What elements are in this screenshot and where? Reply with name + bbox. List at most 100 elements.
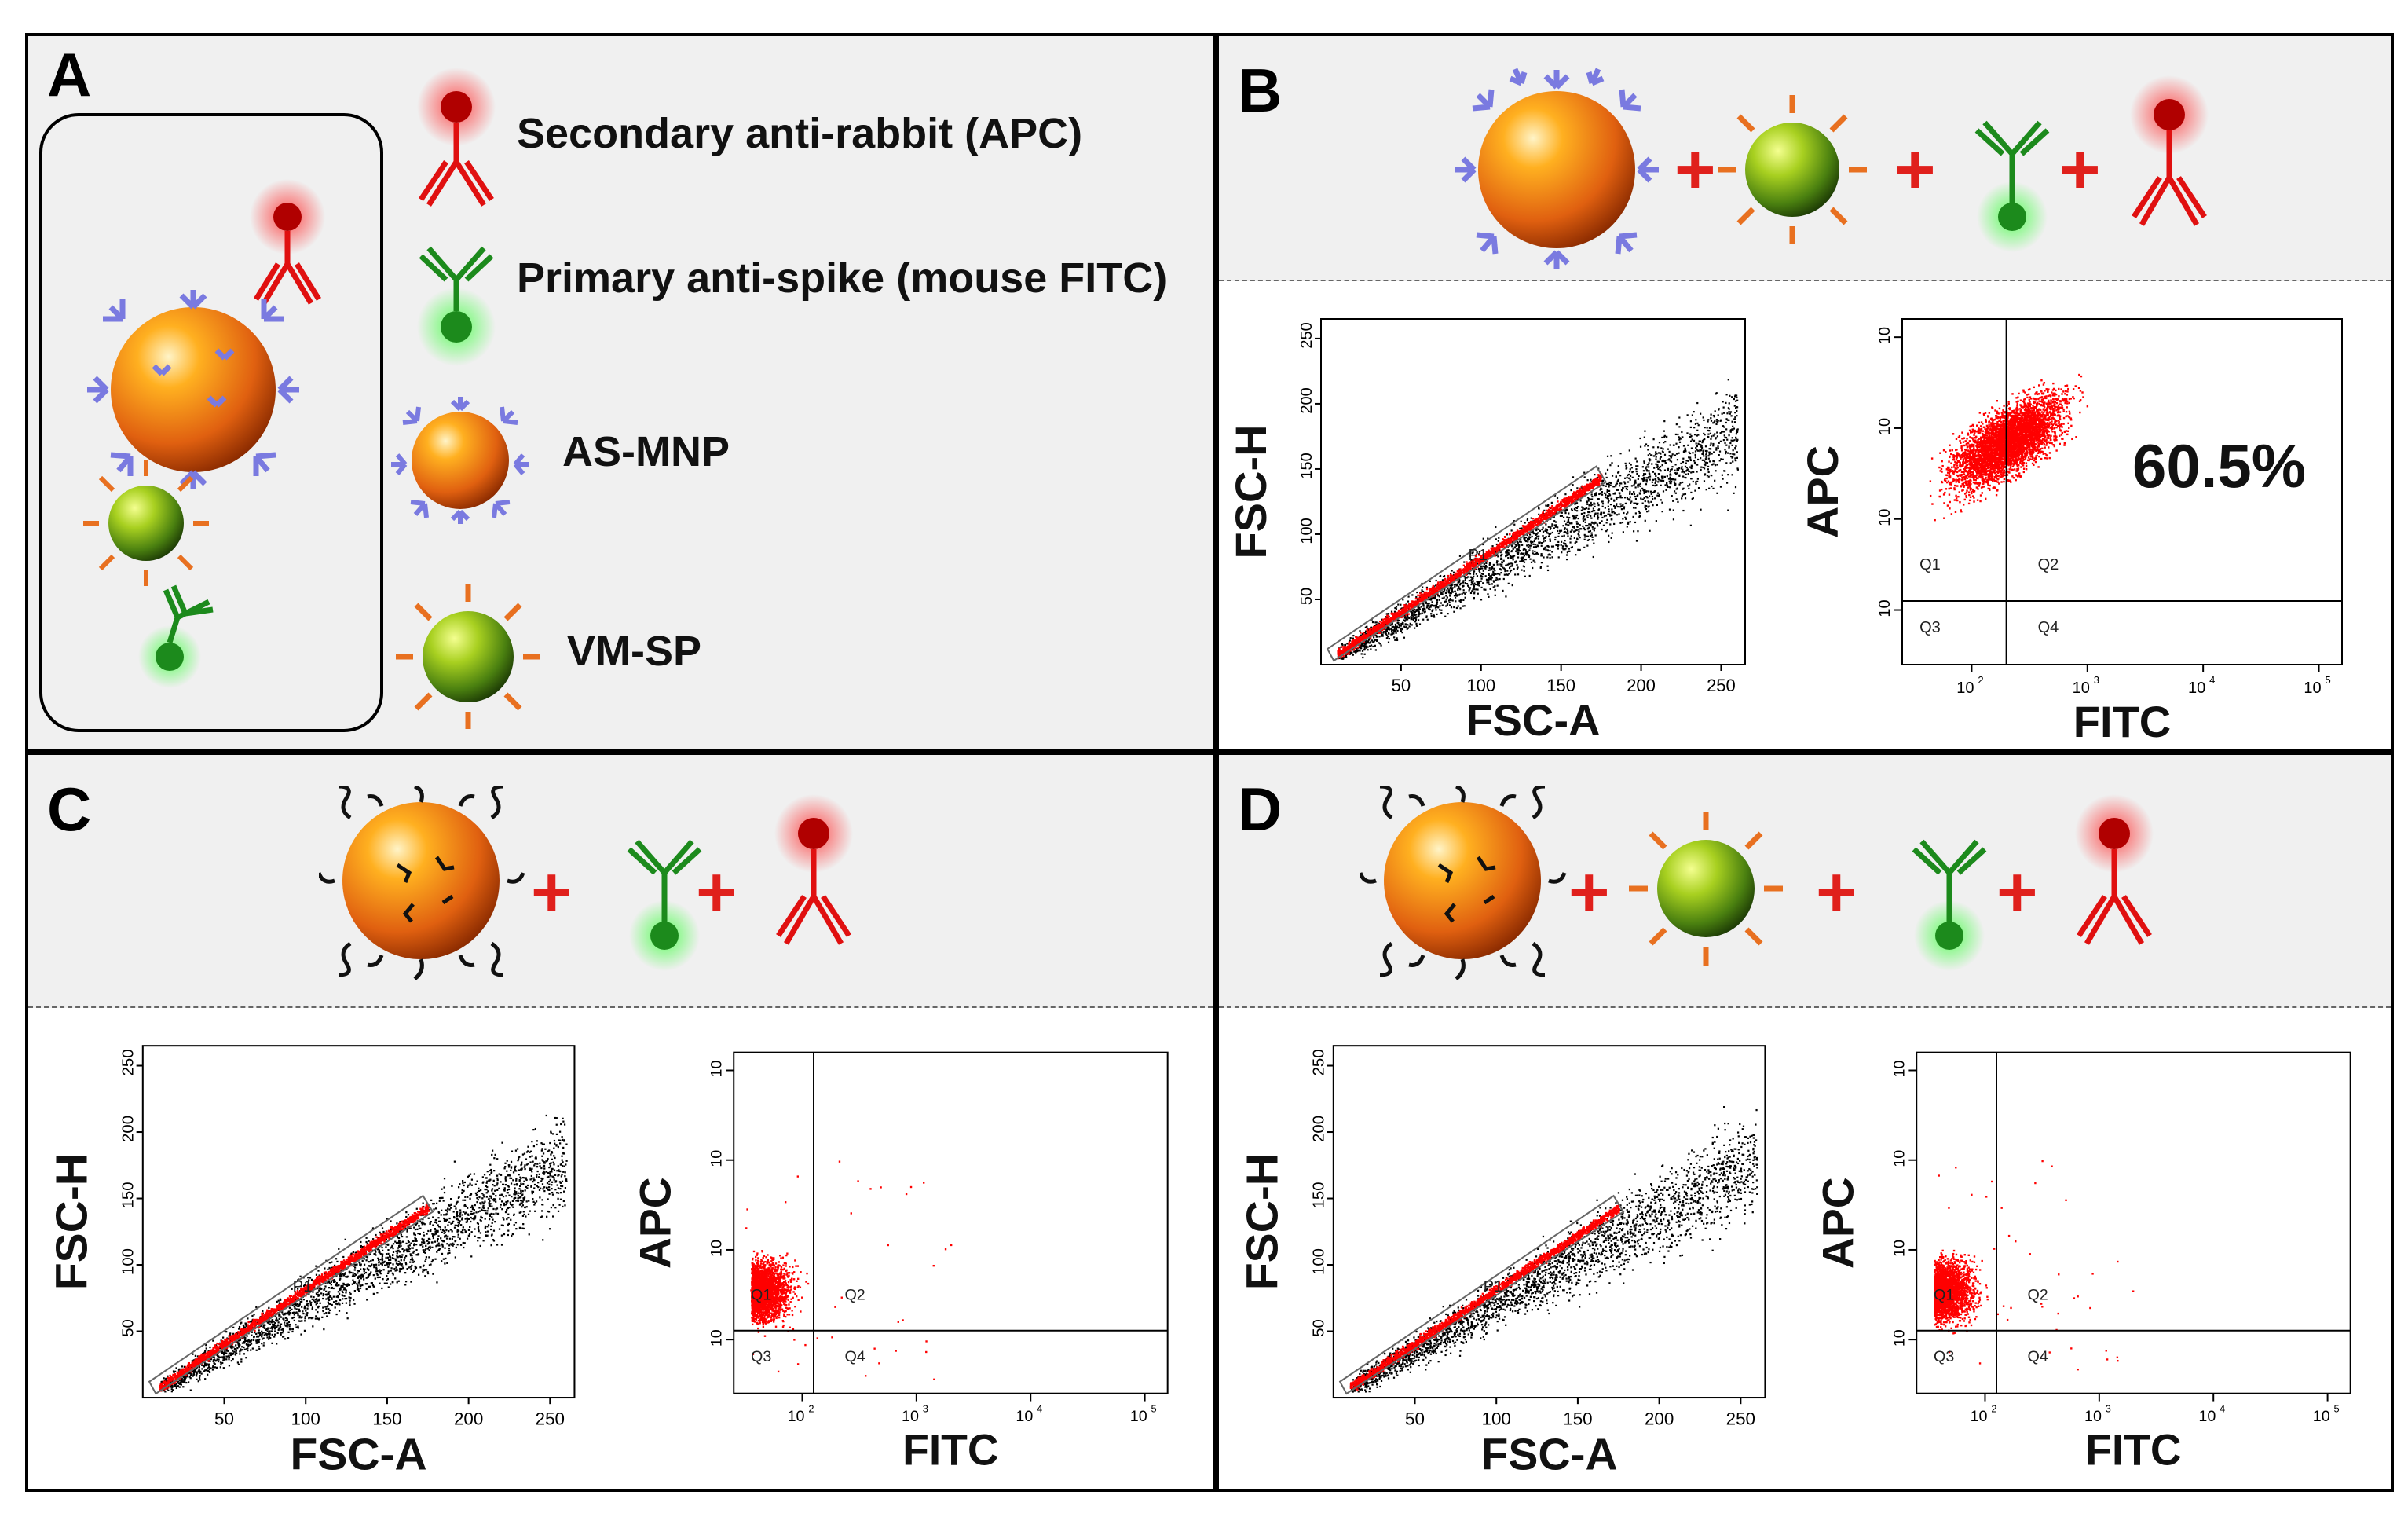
x-tick-label: 10 <box>902 1408 919 1425</box>
x-tick-label: 10 <box>2084 1408 2102 1425</box>
vm-sp-particle-icon <box>1718 95 1867 244</box>
y-tick-label: 150 <box>1311 1182 1328 1208</box>
bare-mnp-particle-icon <box>1360 786 1567 980</box>
y-axis-label: APC <box>1816 1177 1862 1269</box>
plus-sign: + <box>531 853 573 932</box>
y-tick-label: 100 <box>1298 518 1316 544</box>
y-tick-label: 10 <box>1890 1240 1908 1257</box>
x-tick-exponent: 2 <box>1978 674 1983 686</box>
red-antibody-icon <box>774 794 853 945</box>
panel-b: B + <box>1216 33 2394 752</box>
x-tick-label: 50 <box>1392 676 1411 695</box>
y-tick-label: 10 <box>708 1329 725 1347</box>
y-tick-label: 150 <box>1298 453 1316 478</box>
y-tick-label: 250 <box>1298 322 1316 348</box>
gated-events <box>1337 473 1603 660</box>
x-tick-label: 100 <box>1482 1409 1511 1429</box>
x-tick-label: 10 <box>2073 680 2090 697</box>
x-axis-label: FITC <box>2085 1425 2182 1474</box>
x-tick-exponent: 3 <box>2094 674 2099 686</box>
x-tick-label: 10 <box>2304 680 2321 697</box>
vm-sp-particle-icon <box>83 460 209 586</box>
x-tick-label: 10 <box>1971 1408 1988 1425</box>
gate-label: P1 <box>293 1278 313 1295</box>
x-tick-label: 150 <box>1546 676 1575 695</box>
fsc-scatter-plot: 50 50 100 100 150 150 200 200 250 250 P1 FSC-A FSC-H <box>1235 318 1746 745</box>
x-axis-label: FITC <box>2073 697 2171 746</box>
x-tick-label: 10 <box>1130 1408 1147 1425</box>
quadrant-label: Q1 <box>1919 556 1941 573</box>
x-tick-label: 10 <box>2313 1408 2330 1425</box>
quadrant-label: Q4 <box>844 1348 865 1365</box>
red-antibody-icon <box>2075 794 2154 945</box>
panel-letter-d: D <box>1238 779 1282 840</box>
y-tick-label: 100 <box>120 1248 137 1275</box>
vm-sp-particle-icon <box>1629 812 1783 966</box>
y-tick-label: 200 <box>120 1116 137 1142</box>
y-tick-label: 10 <box>708 1061 725 1078</box>
reaction-scheme-b: + + + <box>1455 68 2209 269</box>
x-tick-label: 250 <box>536 1409 565 1429</box>
gated-events <box>1349 1204 1620 1391</box>
as-mnp-particle-icon <box>1455 68 1659 269</box>
percent-label: 60.5% <box>2132 431 2306 502</box>
x-axis-label: FITC <box>902 1425 999 1474</box>
x-tick-label: 250 <box>1707 676 1736 695</box>
quadrant-label: Q2 <box>2038 556 2059 573</box>
quadrant-label: Q2 <box>844 1286 865 1303</box>
y-tick-label: 10 <box>1890 1061 1908 1078</box>
x-tick-label: 10 <box>1016 1408 1033 1425</box>
x-tick-label: 150 <box>372 1409 401 1429</box>
y-tick-label: 200 <box>1311 1116 1328 1142</box>
y-axis-label: APC <box>1800 445 1847 538</box>
x-tick-exponent: 4 <box>2220 1402 2225 1414</box>
green-antibody-icon <box>1974 120 2050 252</box>
x-tick-label: 50 <box>1405 1409 1425 1429</box>
y-tick-label: 10 <box>1890 1150 1908 1167</box>
x-tick-label: 100 <box>291 1409 320 1429</box>
quadrant-label: Q3 <box>1934 1348 1954 1365</box>
y-tick-label: 10 <box>708 1150 725 1167</box>
x-tick-label: 250 <box>1726 1409 1755 1429</box>
x-tick-exponent: 3 <box>2106 1402 2111 1414</box>
y-tick-label: 150 <box>120 1182 137 1208</box>
x-tick-exponent: 4 <box>1037 1402 1042 1414</box>
quadrant-label: Q1 <box>1934 1286 1954 1303</box>
legend-label-primary: Primary anti-spike (mouse FITC) <box>517 254 1167 302</box>
complex-illustration <box>83 179 325 688</box>
quadrant-label: Q2 <box>2027 1286 2048 1303</box>
x-tick-label: 200 <box>454 1409 483 1429</box>
x-axis-label: FSC-A <box>1466 695 1600 745</box>
reaction-scheme-c: + + <box>319 786 853 980</box>
p1-gate <box>1326 465 1608 662</box>
x-tick-label: 10 <box>788 1408 805 1425</box>
fl-events <box>1934 1160 2135 1371</box>
legend-label-secondary: Secondary anti-rabbit (APC) <box>517 109 1082 158</box>
plus-sign: + <box>1568 853 1610 932</box>
x-tick-label: 150 <box>1563 1409 1592 1429</box>
y-tick-label: 10 <box>1876 418 1894 435</box>
plus-sign: + <box>1816 853 1857 932</box>
green-antibody-icon <box>138 584 214 688</box>
x-tick-label: 200 <box>1627 676 1656 695</box>
gated-events <box>159 1203 430 1392</box>
red-antibody-icon <box>250 179 325 305</box>
y-tick-label: 200 <box>1298 387 1316 413</box>
quadrant-label: Q3 <box>1919 619 1941 636</box>
x-tick-exponent: 2 <box>808 1402 814 1414</box>
x-tick-exponent: 4 <box>2209 674 2215 686</box>
red-antibody-icon <box>2130 75 2209 226</box>
x-tick-label: 10 <box>1956 680 1974 697</box>
legend-label-vm-sp: VM-SP <box>567 627 701 676</box>
y-tick-label: 50 <box>1311 1319 1328 1337</box>
y-axis-label: FSC-H <box>1238 1153 1288 1290</box>
plus-sign: + <box>1996 853 2038 932</box>
legend-red-antibody-icon <box>417 68 496 207</box>
y-tick-label: 50 <box>120 1319 137 1337</box>
quadrant-label: Q4 <box>2038 619 2059 636</box>
panel-a: A <box>25 33 1216 752</box>
x-tick-exponent: 3 <box>923 1402 928 1414</box>
plus-sign: + <box>2059 130 2101 209</box>
